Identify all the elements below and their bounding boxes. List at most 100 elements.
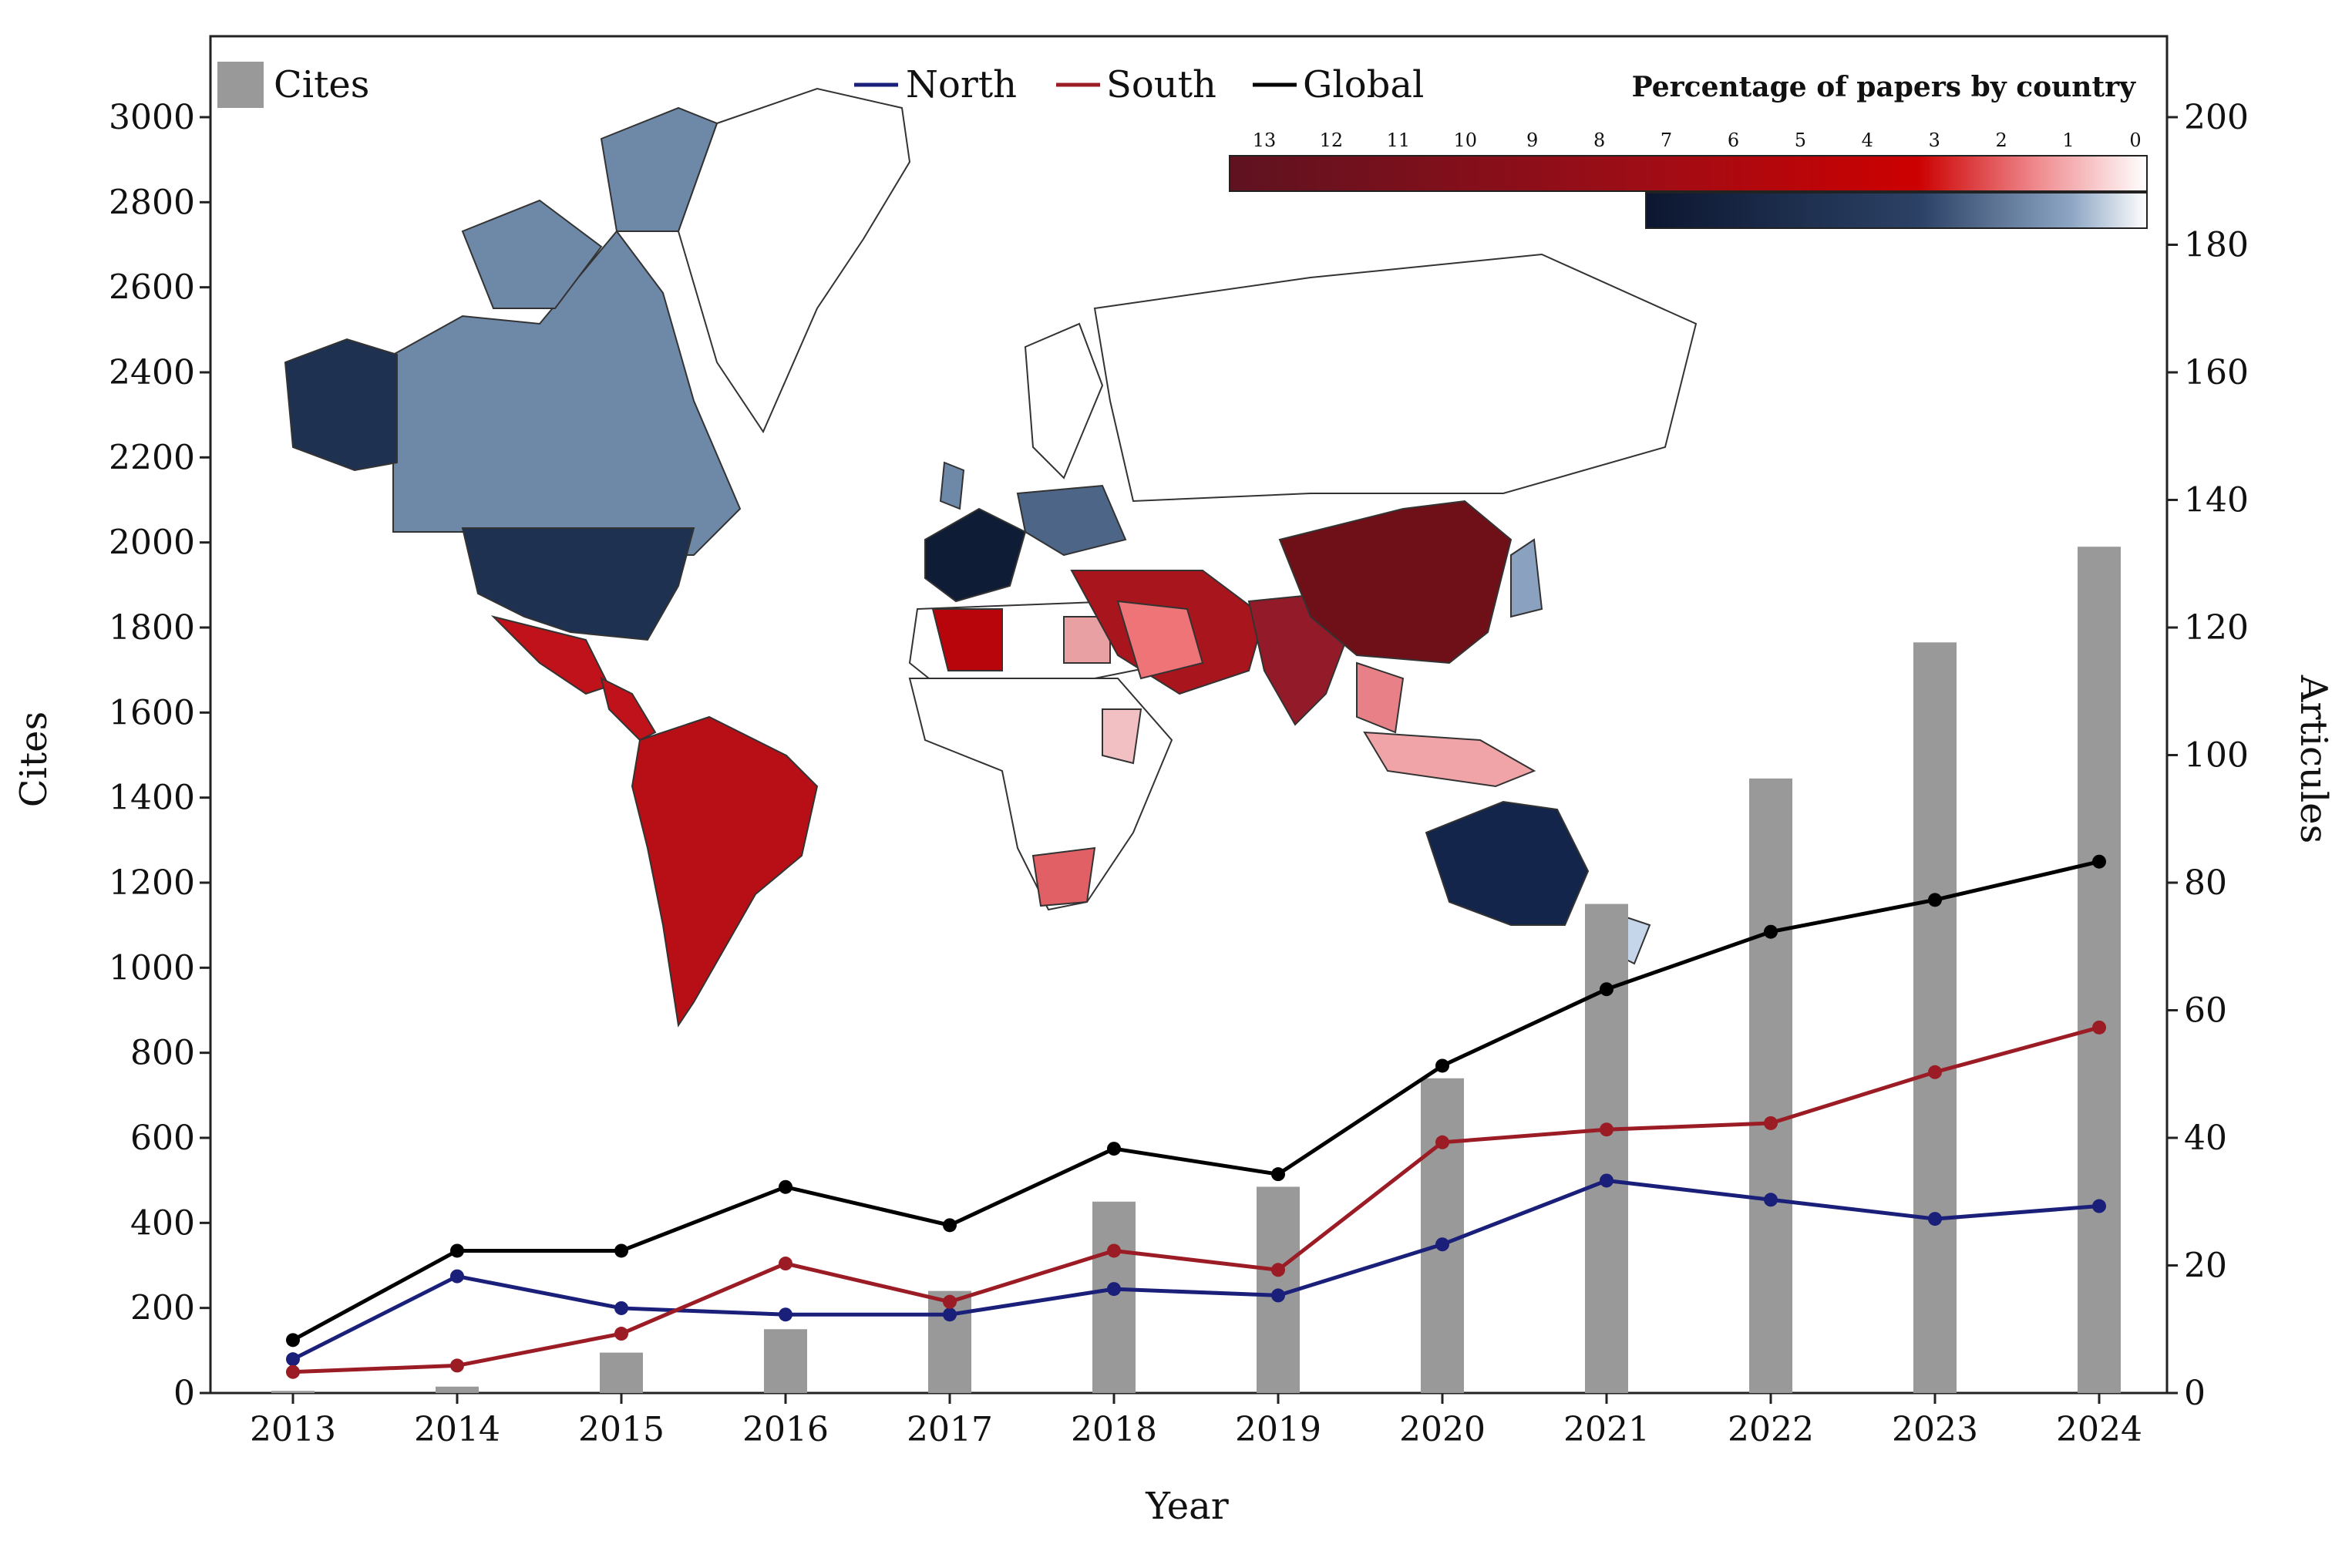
greenland xyxy=(677,87,911,434)
japan xyxy=(1510,538,1543,618)
right-axis-title: Articules xyxy=(2292,675,2335,843)
cites-bar-2021 xyxy=(1585,903,1628,1393)
legend-cites-label: Cites xyxy=(274,63,369,106)
plot-frame xyxy=(209,35,2169,1395)
scale-tick-label: 4 xyxy=(1862,130,1873,151)
point-south-2013 xyxy=(286,1364,300,1379)
left-tick-label: 1800 xyxy=(109,608,195,648)
europe-east xyxy=(1016,484,1127,557)
legend-south-label: South xyxy=(1106,63,1216,106)
point-north-2021 xyxy=(1600,1173,1613,1188)
x-tick-label: 2016 xyxy=(742,1410,829,1449)
point-south-2017 xyxy=(943,1294,957,1309)
right-tick-label: 120 xyxy=(2184,608,2249,648)
cites-bar-2015 xyxy=(600,1352,643,1393)
x-tick-label: 2024 xyxy=(2056,1410,2142,1449)
scale-tick-label: 3 xyxy=(1929,130,1940,151)
right-tick-label: 180 xyxy=(2184,226,2249,265)
central-america xyxy=(600,677,657,742)
right-tick-label: 60 xyxy=(2184,991,2227,1031)
x-tick-label: 2019 xyxy=(1235,1410,1321,1449)
point-global-2014 xyxy=(450,1243,464,1258)
left-tick-label: 1000 xyxy=(109,948,195,988)
left-axis-title: Cites xyxy=(12,712,56,807)
point-north-2017 xyxy=(943,1307,957,1322)
cites-bars xyxy=(271,547,2121,1393)
right-y-axis: 0 20 40 60 80 100 120 140 160 180 200 xyxy=(2167,98,2249,1413)
point-north-2019 xyxy=(1271,1288,1285,1303)
scale-tick-label: 8 xyxy=(1593,130,1605,151)
point-north-2024 xyxy=(2092,1199,2106,1213)
right-tick-label: 140 xyxy=(2184,481,2249,520)
point-global-2016 xyxy=(779,1179,792,1194)
left-tick-label: 600 xyxy=(130,1119,195,1158)
southeast-asia xyxy=(1356,661,1405,734)
canada xyxy=(392,230,742,556)
world-map-inset xyxy=(284,87,1698,1028)
x-tick-label: 2020 xyxy=(1399,1410,1486,1449)
left-tick-label: 2200 xyxy=(109,438,195,477)
left-tick-label: 1600 xyxy=(109,693,195,732)
point-south-2019 xyxy=(1271,1263,1285,1277)
x-axis-title: Year xyxy=(1145,1485,1229,1528)
point-global-2023 xyxy=(1928,893,1942,907)
color-scale-title: Percentage of papers by country xyxy=(1632,71,2136,103)
left-tick-label: 0 xyxy=(173,1374,195,1413)
x-tick-label: 2022 xyxy=(1728,1410,1814,1449)
china xyxy=(1278,500,1513,665)
usa xyxy=(461,527,695,641)
left-tick-label: 800 xyxy=(130,1034,195,1073)
article-lines xyxy=(286,854,2106,1379)
left-tick-label: 3000 xyxy=(109,98,195,137)
line-north xyxy=(291,1178,2100,1361)
point-north-2013 xyxy=(286,1352,300,1367)
point-south-2016 xyxy=(779,1257,792,1271)
right-tick-label: 0 xyxy=(2184,1374,2206,1413)
left-tick-label: 1400 xyxy=(109,779,195,818)
point-global-2022 xyxy=(1764,924,1778,939)
left-tick-label: 2800 xyxy=(109,183,195,222)
scale-tick-label: 11 xyxy=(1387,130,1411,151)
point-south-2014 xyxy=(450,1358,464,1373)
point-global-2021 xyxy=(1600,982,1613,997)
line-south xyxy=(292,1025,2100,1375)
alaska xyxy=(284,338,398,472)
cites-bar-2014 xyxy=(436,1386,479,1393)
point-global-2017 xyxy=(943,1218,957,1233)
point-north-2014 xyxy=(450,1269,464,1284)
point-south-2015 xyxy=(614,1327,628,1341)
cites-bar-2023 xyxy=(1913,642,1957,1393)
left-y-axis: 0 200 400 600 800 1000 1200 1400 1600 1800 2000 220… xyxy=(109,98,210,1413)
europe-west xyxy=(924,507,1027,603)
scale-tick-label: 9 xyxy=(1526,130,1538,151)
south-color-bar xyxy=(1229,155,2148,192)
right-tick-label: 40 xyxy=(2184,1119,2227,1158)
right-tick-label: 20 xyxy=(2184,1247,2227,1286)
legend-global-label: Global xyxy=(1303,63,1424,106)
canada-islands xyxy=(461,199,603,309)
point-global-2015 xyxy=(614,1243,628,1258)
right-tick-label: 100 xyxy=(2184,736,2249,776)
cites-bar-2018 xyxy=(1092,1201,1136,1393)
indonesia xyxy=(1363,731,1536,788)
line-global xyxy=(291,860,2100,1342)
scale-tick-label: 13 xyxy=(1253,130,1277,151)
x-tick-label: 2017 xyxy=(907,1410,993,1449)
x-tick-label: 2023 xyxy=(1892,1410,1978,1449)
x-tick-label: 2015 xyxy=(578,1410,665,1449)
scale-tick-label: 6 xyxy=(1728,130,1739,151)
point-north-2018 xyxy=(1107,1282,1121,1297)
legend-north-label: North xyxy=(906,63,1017,106)
scale-tick-label: 5 xyxy=(1795,130,1806,151)
scandinavia xyxy=(1024,322,1104,479)
x-tick-label: 2021 xyxy=(1563,1410,1650,1449)
left-tick-label: 2400 xyxy=(109,353,195,392)
russia xyxy=(1093,253,1698,503)
point-south-2023 xyxy=(1928,1065,1942,1079)
point-global-2019 xyxy=(1271,1167,1285,1182)
point-south-2022 xyxy=(1764,1115,1778,1130)
color-scale: Percentage of papers by country 13 12 11 10… xyxy=(1229,71,2148,229)
point-north-2020 xyxy=(1435,1237,1449,1252)
point-north-2016 xyxy=(779,1307,792,1322)
